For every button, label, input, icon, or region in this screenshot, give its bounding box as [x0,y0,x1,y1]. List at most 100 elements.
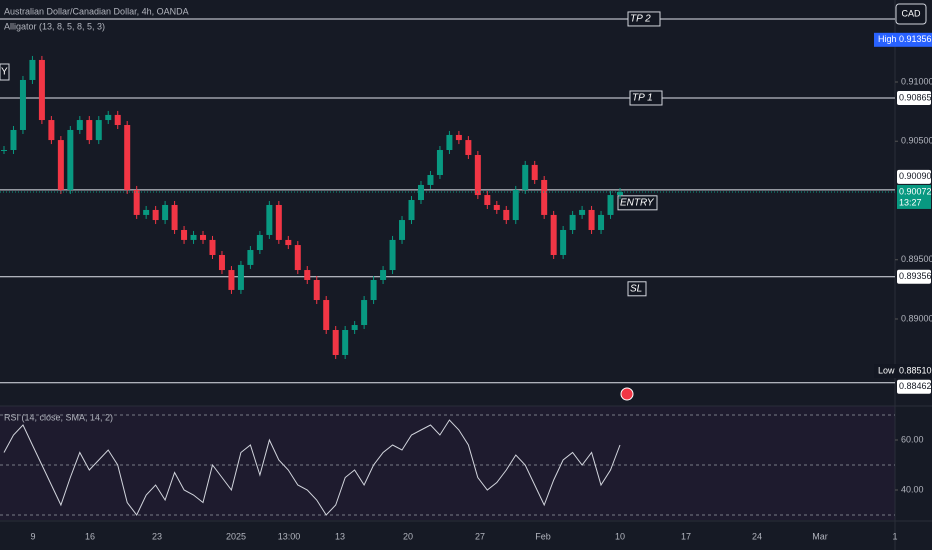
level-tag [629,90,663,106]
last-price: 0.90072 [899,186,932,196]
rsi-pane [0,406,895,520]
y-tick-label: 0.91000 [901,76,932,86]
level-price: 0.89356 [899,271,932,281]
partial-label-box [0,63,10,81]
currency-button[interactable] [895,3,927,25]
candle [1,150,7,152]
rsi-line [3,419,621,516]
candle [190,234,197,240]
candle [86,120,93,141]
candle [569,214,576,230]
candle [133,189,140,215]
candle [446,134,453,151]
candle [304,270,311,280]
x-tick-label: 10 [615,531,625,541]
level-name: TP 1 [632,93,653,104]
x-tick-label: 24 [752,531,762,541]
countdown: 13:27 [899,197,922,207]
event-icon[interactable] [620,387,634,401]
candle [417,184,424,201]
x-tick-label: 16 [85,531,95,541]
low-price: 0.88510 [899,365,932,375]
rsi-tick-label: 40.00 [901,484,924,494]
candle [143,209,150,215]
candle [256,234,263,251]
candle [48,120,55,141]
candle [313,279,320,301]
level-price-box [897,90,931,105]
high-box [874,32,932,47]
high-name: High [878,34,897,44]
candle [455,134,462,141]
level-price-box [897,379,931,394]
candle [531,164,538,180]
candle [266,204,273,235]
level-tag [617,195,658,211]
candle [76,120,83,130]
candle [389,239,396,271]
x-tick-label: 17 [681,531,691,541]
candle [124,125,131,190]
candle [218,254,225,271]
candle [541,179,548,215]
currency-label: CAD [901,8,921,18]
candle [598,214,605,230]
high-price: 0.91356 [899,34,932,44]
x-tick-label: 1 [892,531,897,541]
candle [493,204,500,210]
candle [588,209,595,230]
candle [294,245,301,271]
candle [579,209,586,215]
level-name: TP 2 [630,14,651,25]
candle [465,140,472,155]
candle [10,129,17,151]
y-tick-label: 0.89500 [901,254,932,264]
candle [484,195,491,205]
candle [237,264,244,290]
candle [474,154,481,196]
level-price: 0.90090 [899,171,932,181]
candle [408,200,415,221]
candle [171,204,178,230]
candle [380,270,387,280]
x-tick-label: 13:00 [278,531,301,541]
candle [275,204,282,240]
x-tick-label: 20 [403,531,413,541]
level-price: 0.88462 [899,381,932,391]
low-name: Low [878,365,895,375]
x-tick-label: 27 [475,531,485,541]
x-tick-label: 13 [335,531,345,541]
low-box [874,364,932,379]
candle [95,120,102,141]
candle [361,300,368,326]
candle [285,239,292,246]
rsi-title: RSI (14, close, SMA, 14, 2) [4,412,113,422]
candle [550,214,557,255]
candle [105,114,112,121]
candle [560,229,567,255]
indicator-title: Alligator (13, 8, 5, 8, 5, 3) [4,21,105,31]
candle [522,164,529,190]
candle [427,175,434,185]
candle [38,59,45,121]
candle [351,325,358,330]
level-tag [627,281,647,297]
y-tick-label: 0.89000 [901,313,932,323]
candle [607,195,614,215]
candle [342,329,349,355]
level-price: 0.90865 [899,92,932,102]
partial-label: Y [1,67,8,78]
level-name: ENTRY [620,197,655,208]
candle [152,209,159,221]
symbol-title: Australian Dollar/Canadian Dollar, 4h, O… [4,6,189,16]
candle [162,204,169,221]
x-tick-label: 9 [30,531,35,541]
candle [67,129,74,190]
candle [114,114,121,126]
candle [323,300,330,330]
x-tick-label: 23 [152,531,162,541]
candle [332,329,339,355]
x-tick-label: Mar [812,531,828,541]
candle [512,189,519,221]
